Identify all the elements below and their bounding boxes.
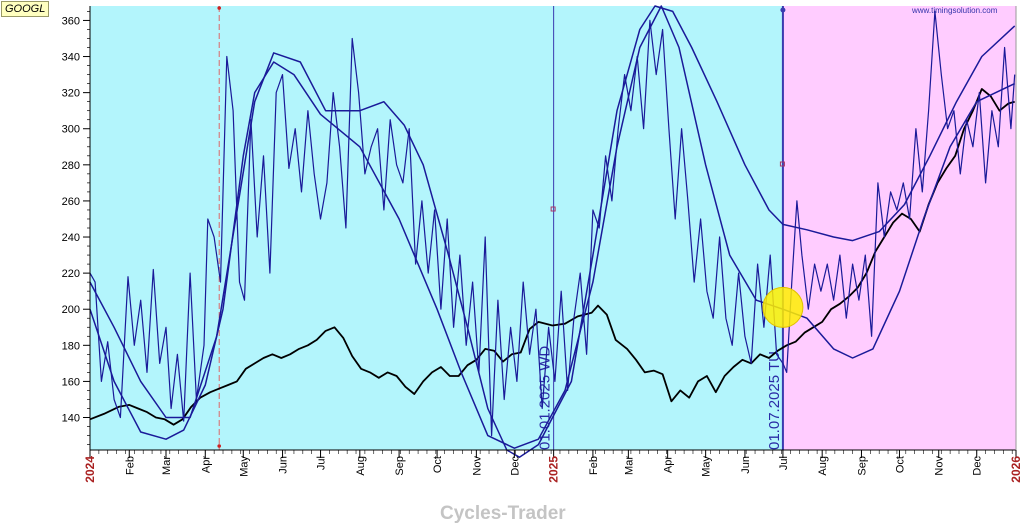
dashed-marker-bottom-dot bbox=[217, 444, 222, 448]
vertical-markers: 01.01.2025 WD 01.07.2025 TU bbox=[217, 6, 786, 450]
x-month-label: Oct bbox=[432, 456, 444, 473]
x-month-label: Apr bbox=[663, 456, 675, 473]
y-tick-label: 200 bbox=[62, 304, 80, 316]
y-tick-label: 340 bbox=[62, 52, 80, 64]
y-tick-label: 220 bbox=[62, 268, 80, 280]
y-tick-label: 240 bbox=[62, 232, 80, 244]
x-month-label: Dec bbox=[509, 456, 521, 476]
date-marker-handle bbox=[779, 161, 785, 167]
y-tick-label: 140 bbox=[62, 413, 80, 425]
background-regions bbox=[90, 6, 1016, 450]
date-marker-top-dot bbox=[780, 7, 786, 13]
model-line-1 bbox=[89, 10, 1016, 437]
series-layer bbox=[89, 5, 1016, 458]
x-month-label: Apr bbox=[200, 456, 212, 473]
x-month-label: Nov bbox=[471, 456, 483, 476]
x-month-label: Sep bbox=[856, 456, 868, 476]
x-month-label: Aug bbox=[355, 456, 367, 476]
x-month-label: Jun bbox=[278, 456, 290, 474]
x-month-label: May bbox=[701, 456, 713, 477]
dashed-marker-top-dot bbox=[217, 6, 222, 10]
forecast-region bbox=[782, 6, 1016, 450]
x-month-label: Jul bbox=[778, 456, 790, 470]
x-month-label: Oct bbox=[894, 456, 906, 473]
y-tick-label: 180 bbox=[62, 340, 80, 352]
history-region bbox=[90, 6, 783, 450]
y-tick-label: 260 bbox=[62, 196, 80, 208]
x-year-label: 2024 bbox=[83, 456, 97, 483]
x-month-label: Sep bbox=[394, 456, 406, 476]
ticker-label: GOOGL bbox=[1, 1, 50, 17]
y-tick-label: 300 bbox=[62, 124, 80, 136]
x-month-label: Jun bbox=[740, 456, 752, 474]
x-month-label: Jul bbox=[316, 456, 328, 470]
x-year-label: 2025 bbox=[547, 456, 561, 483]
site-credit: www.timingsolution.com bbox=[912, 6, 998, 15]
x-month-label: Feb bbox=[588, 456, 600, 475]
y-tick-label: 160 bbox=[62, 376, 80, 388]
date-marker-label: 01.07.2025 TU bbox=[766, 351, 783, 450]
y-tick-label: 280 bbox=[62, 160, 80, 172]
x-month-label: Aug bbox=[817, 456, 829, 476]
x-month-label: Feb bbox=[124, 456, 136, 475]
app-watermark: Cycles-Trader bbox=[440, 503, 566, 524]
axes: 140 160 180 200 220 240 260 280 300 320 340 360 2024… bbox=[62, 6, 1023, 483]
model-line-2 bbox=[89, 5, 1016, 449]
x-month-label: Mar bbox=[623, 456, 635, 475]
x-month-label: Nov bbox=[934, 456, 946, 476]
forecast-highlight bbox=[762, 286, 804, 328]
model-line-3 bbox=[89, 5, 1016, 458]
x-year-label: 2026 bbox=[1009, 456, 1023, 483]
y-tick-label: 320 bbox=[62, 88, 80, 100]
x-month-label: May bbox=[238, 456, 250, 477]
date-marker-handle bbox=[550, 206, 556, 212]
x-month-label: Mar bbox=[161, 456, 173, 475]
y-tick-label: 360 bbox=[62, 15, 80, 27]
x-month-label: Dec bbox=[972, 456, 984, 476]
